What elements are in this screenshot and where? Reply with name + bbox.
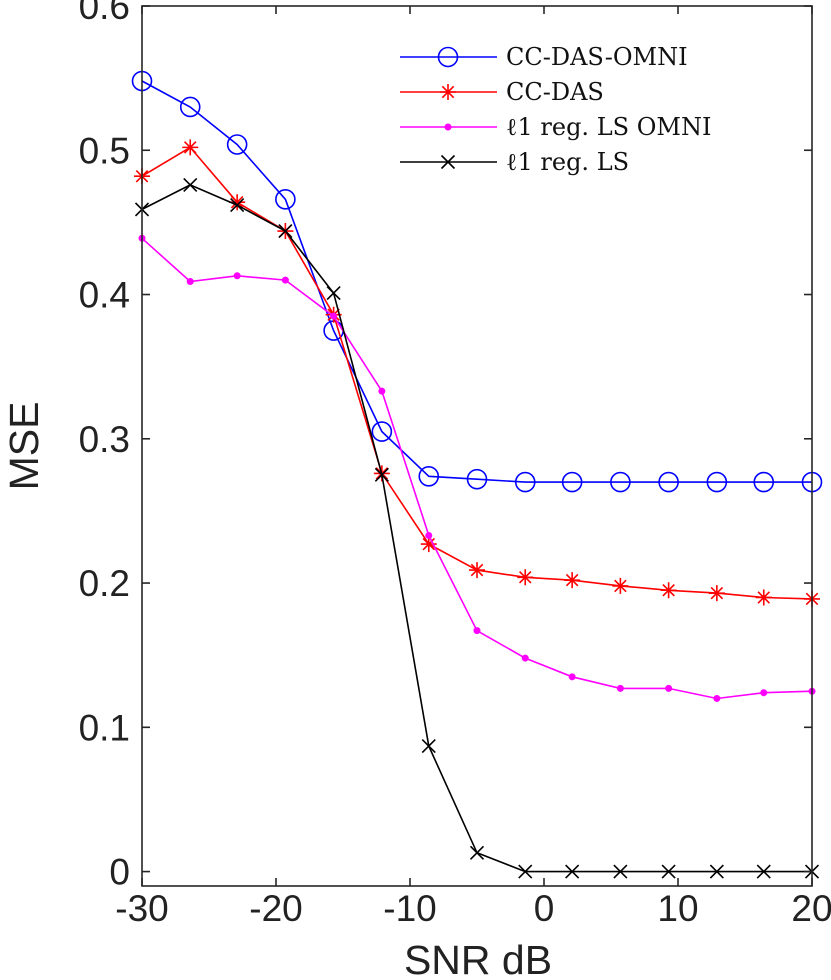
x-tick-label: 0 — [534, 888, 555, 929]
series-2-point-9 — [568, 673, 576, 681]
series-2-point-10 — [616, 684, 624, 692]
y-tick-label: 0.4 — [79, 275, 130, 316]
series-0-point-3 — [275, 189, 296, 210]
x-tick-label: 10 — [657, 888, 698, 929]
series-3-point-3 — [278, 223, 293, 239]
x-tick-label: 20 — [791, 888, 831, 929]
series-2-point-2 — [233, 272, 241, 280]
series-2 — [138, 234, 816, 702]
series-1-point-13 — [755, 589, 772, 606]
series-3-point-11 — [661, 864, 676, 879]
legend-item-1: CC-DAS — [400, 78, 604, 106]
series-1-point-8 — [517, 569, 534, 586]
y-tick-label: 0.3 — [79, 419, 130, 460]
series-0-line — [141, 80, 812, 483]
legend-swatch-marker — [440, 154, 456, 170]
y-tick-label: 0.2 — [79, 563, 130, 604]
series-2-point-12 — [713, 694, 721, 702]
series-0-point-6 — [418, 465, 440, 487]
series-0-point-5 — [371, 421, 393, 442]
legend: CC-DAS-OMNI CC-DAS ℓ1 reg. LS OMNI ℓ1 reg. … — [400, 43, 711, 176]
legend-swatch-marker — [444, 123, 452, 131]
series-3-point-10 — [613, 864, 628, 879]
y-tick-label: 0.5 — [79, 130, 130, 171]
y-tick-label: 0.1 — [79, 707, 130, 748]
series-0-point-2 — [226, 134, 248, 155]
series-1-point-7 — [469, 562, 485, 579]
axes-frame — [141, 5, 813, 887]
legend-item-2: ℓ1 reg. LS OMNI — [400, 113, 711, 141]
series-2-point-7 — [473, 627, 481, 635]
series-0-point-12 — [706, 471, 728, 493]
plot-area — [142, 6, 812, 886]
series-0-point-7 — [466, 468, 488, 490]
legend-item-0: CC-DAS-OMNI — [400, 43, 688, 71]
legend-label: ℓ1 reg. LS — [506, 148, 629, 176]
series-3-point-6 — [421, 739, 436, 754]
legend-item-3: ℓ1 reg. LS — [400, 148, 629, 176]
series-1-point-1 — [182, 139, 199, 156]
y-axis-label: MSE — [1, 402, 47, 491]
series-0-point-11 — [658, 471, 679, 493]
axes-layer: -30 -20 -10 0 10 20 0 0.1 0.2 0.3 0.4 0.5 0.6 — [79, 0, 831, 929]
series-1-point-2 — [229, 194, 246, 211]
series-1-point-11 — [660, 582, 677, 599]
series-3-point-9 — [565, 864, 580, 879]
series-3-point-5 — [374, 467, 389, 482]
series-3-point-4 — [326, 286, 341, 301]
legend-label: CC-DAS — [506, 78, 604, 106]
legend-label: CC-DAS-OMNI — [506, 43, 688, 71]
plot-background — [142, 6, 812, 886]
legend-label: ℓ1 reg. LS OMNI — [506, 113, 711, 141]
series-2-point-8 — [521, 654, 529, 662]
x-tick-label: -10 — [383, 888, 436, 929]
series-2-point-11 — [665, 684, 673, 692]
legend-swatch-marker — [440, 84, 456, 100]
series-1-point-9 — [564, 572, 581, 589]
series-2-point-1 — [186, 278, 194, 286]
series-3 — [134, 177, 820, 879]
series-2-point-3 — [281, 276, 289, 284]
x-axis-label: SNR dB — [404, 937, 552, 980]
y-tick-label: 0 — [109, 852, 130, 893]
series-0-point-8 — [514, 471, 536, 493]
series-3-point-7 — [469, 845, 485, 860]
series-0-point-9 — [561, 471, 583, 493]
series-1-point-6 — [420, 536, 437, 553]
series-2-point-4 — [330, 312, 338, 320]
series-2-point-13 — [760, 689, 768, 697]
series-3-point-2 — [230, 198, 245, 213]
series-3-point-8 — [518, 864, 533, 879]
series-0-point-10 — [610, 471, 631, 493]
series-0-point-1 — [179, 96, 201, 118]
series-2-point-6 — [425, 531, 433, 539]
series-3-point-12 — [709, 864, 724, 879]
series-0-point-13 — [753, 471, 775, 493]
series-1-point-12 — [708, 585, 725, 602]
series-2-point-5 — [378, 387, 386, 395]
x-tick-label: -30 — [115, 888, 168, 929]
series-3-point-1 — [183, 177, 198, 192]
series-0 — [131, 70, 823, 493]
series-1-point-10 — [612, 577, 629, 594]
x-tick-label: -20 — [249, 888, 302, 929]
series-3-point-13 — [756, 864, 771, 879]
y-tick-label: 0.6 — [79, 0, 130, 27]
legend-swatch-marker — [437, 46, 459, 68]
